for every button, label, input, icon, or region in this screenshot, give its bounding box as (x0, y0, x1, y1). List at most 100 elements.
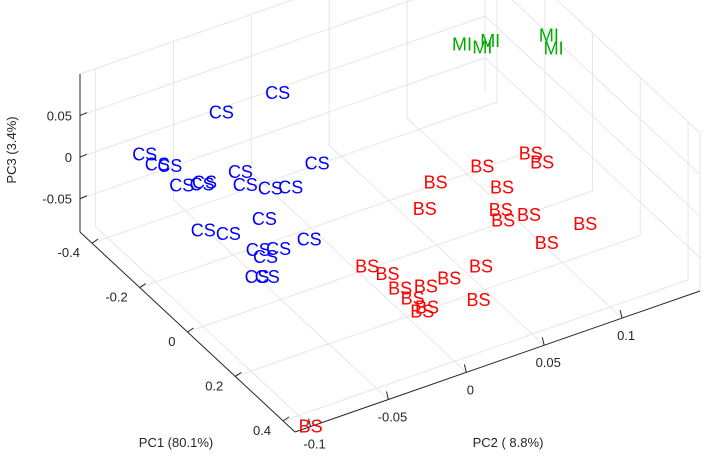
point-cs: CS (209, 103, 234, 123)
box-edge (79, 0, 295, 75)
point-bs: BS (470, 156, 494, 176)
pc2-tick-mark (463, 364, 467, 373)
point-mi: MI (480, 31, 500, 51)
point-cs: CS (265, 83, 290, 103)
point-cs: CS (191, 220, 216, 240)
floor-grid-line (91, 101, 498, 244)
point-bs: BS (410, 301, 434, 321)
point-mi: MI (452, 34, 472, 54)
point-bs: BS (466, 290, 490, 310)
pc2-axis-line (294, 290, 701, 433)
point-bs: BS (401, 288, 425, 308)
tick-labels: -0.4 -0.2 0 0.2 0.4 -0.1 -0.05 0 0.05 0.1 0.05 0 -0.… (42, 109, 635, 452)
grid-lines (79, 0, 701, 427)
point-cs: CS (253, 247, 278, 267)
pc3-tick-label: 0.05 (47, 109, 72, 124)
pc1-tick-mark (282, 416, 290, 422)
point-bs: BS (424, 173, 448, 193)
floor-grid-line (406, 117, 623, 319)
point-bs: BS (414, 277, 438, 297)
point-bs: BS (469, 256, 493, 276)
pc1-tick-label: -0.4 (58, 245, 80, 260)
floor-grid-line (139, 146, 545, 289)
pc1-tick-mark (235, 372, 242, 377)
point-cs: CS (255, 267, 280, 287)
pc2-tick-label: -0.1 (303, 437, 325, 452)
floor-grid-line (95, 226, 311, 427)
point-cs: CS (245, 267, 270, 287)
pc2-tick-label: 0.05 (536, 355, 561, 370)
point-cs: CS (228, 162, 253, 182)
point-cs: CS (297, 229, 322, 249)
point-cs: CS (233, 175, 258, 195)
pc1-tick-mark (187, 327, 194, 333)
point-cs: CS (145, 154, 170, 174)
pc2-tick-label: -0.05 (378, 409, 408, 424)
pc2-axis-label: PC2 ( 8.8%) (473, 435, 544, 450)
axis-labels: PC1 (80.1%) PC2 ( 8.8%) PC3 (3.4%) (4, 116, 543, 450)
floor-grid-line (187, 190, 593, 333)
pc2-tick-mark (385, 391, 389, 400)
point-cs: CS (169, 176, 194, 196)
pc2-tick-label: 0.1 (617, 328, 635, 343)
point-cs: CS (190, 175, 215, 195)
pc1-tick-label: 0 (168, 334, 175, 349)
point-bs: BS (437, 268, 461, 288)
point-cs: CS (266, 239, 291, 259)
point-mi: MI (472, 38, 492, 58)
pc1-tick-label: 0.2 (205, 378, 223, 393)
pc2-tick-label: 0 (467, 382, 474, 397)
floor-grid-line (282, 279, 689, 422)
point-cs: CS (157, 156, 182, 176)
point-mi: MI (544, 38, 564, 58)
point-cs: CS (305, 154, 330, 174)
point-bs: BS (376, 264, 400, 284)
pc2-tick-mark (619, 309, 623, 319)
pc1-tick-mark (139, 283, 146, 288)
pc1-tick-label: -0.2 (105, 290, 127, 305)
back-wall-grid-line (79, 15, 486, 158)
point-bs: BS (299, 417, 323, 437)
point-bs: BS (517, 205, 541, 225)
side-wall-grid-line (484, 57, 701, 259)
pc2-tick-mark (541, 337, 545, 346)
point-bs: BS (489, 200, 513, 220)
pc3-tick-label: 0 (65, 150, 72, 165)
point-bs: BS (490, 177, 514, 197)
axis-lines (79, 74, 701, 433)
point-bs: BS (388, 278, 412, 298)
pc2-tick-mark (308, 418, 312, 427)
point-bs: BS (413, 199, 437, 219)
pc3-tick-mark (79, 153, 88, 158)
floor-grid-line (328, 144, 545, 346)
point-bs: BS (573, 214, 597, 234)
point-cs: CS (246, 240, 271, 260)
side-wall-grid-line (484, 15, 701, 217)
point-bs: BS (355, 257, 379, 277)
pc3-tick-mark (79, 112, 88, 117)
point-bs: BS (415, 297, 439, 317)
point-bs: BS (535, 233, 559, 253)
side-wall-grid-line (511, 0, 701, 175)
pc1-axis-label: PC1 (80.1%) (139, 435, 213, 450)
pc3-axis-label: PC3 (3.4%) (4, 116, 19, 183)
point-cs: CS (216, 224, 241, 244)
floor-grid-line (173, 199, 389, 400)
point-bs: BS (491, 211, 515, 231)
point-cs: CS (258, 178, 283, 198)
floor-grid-line (251, 171, 467, 373)
point-cs: CS (132, 144, 157, 164)
pc1-tick-label: 0.4 (253, 423, 271, 438)
point-cs: CS (278, 177, 303, 197)
pc3-tick-mark (79, 195, 88, 200)
floor-grid-line (235, 234, 641, 377)
box-edge (556, 0, 701, 134)
pc1-tick-mark (91, 238, 99, 244)
back-wall-grid-line (79, 0, 414, 117)
point-mi: MI (539, 26, 559, 46)
point-cs: CS (252, 209, 277, 229)
point-cs: CS (192, 173, 217, 193)
